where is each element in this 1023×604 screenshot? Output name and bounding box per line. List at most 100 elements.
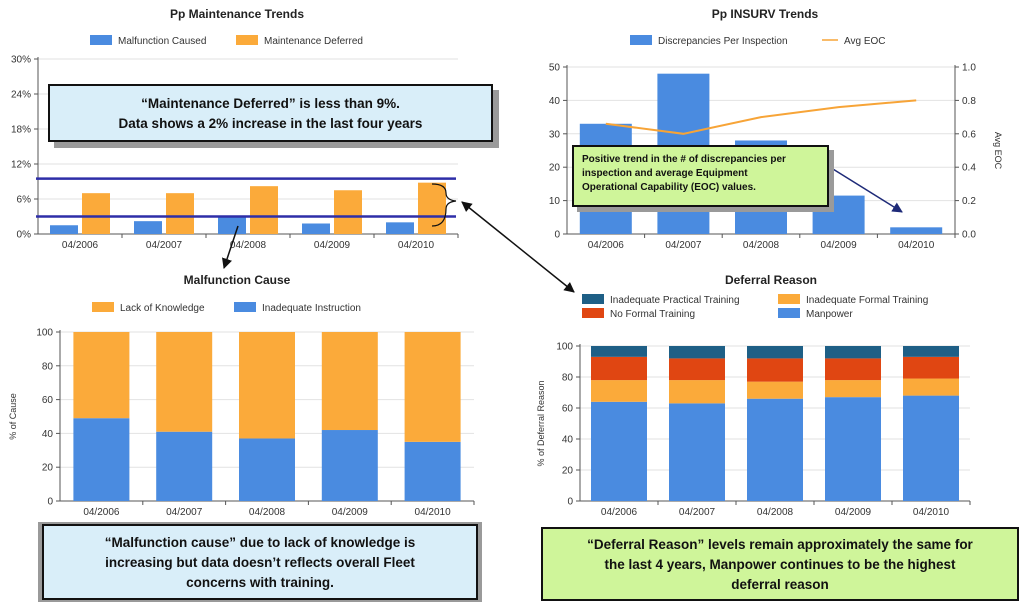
x-tick-label: 04/2010 xyxy=(415,507,452,518)
x-tick-label: 04/2010 xyxy=(913,507,950,518)
x-tick-label: 04/2006 xyxy=(601,507,638,518)
x-tick-label: 04/2007 xyxy=(679,507,716,518)
bar-segment-inadequate-formal-training xyxy=(669,380,725,404)
y-tick-label: 30 xyxy=(549,129,561,140)
bar-malfunction-caused xyxy=(302,223,330,234)
legend-swatch xyxy=(630,35,652,45)
bar-segment-inadequate-practical-training xyxy=(591,346,647,357)
y-tick-label: 30% xyxy=(11,55,31,66)
callout-insurv: Positive trend in the # of discrepancies… xyxy=(572,145,829,207)
bar-segment-no-formal-training xyxy=(669,358,725,381)
y2-axis-label: Avg EOC xyxy=(993,132,1003,170)
y-tick-label: 18% xyxy=(11,125,31,136)
bar-malfunction-caused xyxy=(386,222,414,234)
chart-malfunction: Malfunction Cause 0 20 40 60 80 100 04/2006 04/2… xyxy=(8,273,475,518)
legend-swatch xyxy=(778,308,800,318)
legend-label: Malfunction Caused xyxy=(118,36,206,47)
bar-segment-inadequate-practical-training xyxy=(747,346,803,359)
bar-malfunction-caused xyxy=(50,225,78,234)
y-tick-label: 60 xyxy=(562,404,574,415)
x-tick-label: 04/2008 xyxy=(249,507,286,518)
bar-segment-lack-of-knowledge xyxy=(404,332,461,442)
bar-segment-manpower xyxy=(591,401,647,501)
callout-insurv-line-1: Positive trend in the # of discrepancies… xyxy=(582,154,786,165)
y-tick-label: 40 xyxy=(549,96,561,107)
legend-swatch xyxy=(582,308,604,318)
bar-segment-lack-of-knowledge xyxy=(239,332,295,439)
callout-maintenance: “Maintenance Deferred” is less than 9%. … xyxy=(48,84,493,142)
y-tick-label: 24% xyxy=(11,90,31,101)
legend-label: Manpower xyxy=(806,309,853,320)
charts-layer: Pp Maintenance Trends 0% 6% 12% 18% 24% 30% 04/… xyxy=(8,7,1003,518)
bar-segment-no-formal-training xyxy=(825,358,881,381)
y2-tick-label: 0.2 xyxy=(962,196,976,207)
x-tick-label: 04/2009 xyxy=(835,507,872,518)
y-tick-label: 0 xyxy=(567,497,573,508)
bar-segment-inadequate-instruction xyxy=(321,430,378,501)
callout-maintenance-line-2: Data shows a 2% increase in the last fou… xyxy=(118,116,423,131)
x-tick-label: 04/2010 xyxy=(398,240,435,251)
callout-deferral-line-2: the last 4 years, Manpower continues to … xyxy=(604,557,956,572)
y-tick-label: 40 xyxy=(562,435,574,446)
y-tick-label: 20 xyxy=(562,466,574,477)
bar-segment-no-formal-training xyxy=(747,358,803,382)
legend-swatch xyxy=(234,302,256,312)
chart-title: Malfunction Cause xyxy=(184,273,291,287)
y2-tick-label: 0.0 xyxy=(962,230,976,241)
legend-swatch xyxy=(236,35,258,45)
connector-arrow-to-malfunction xyxy=(222,225,239,269)
legend-swatch xyxy=(90,35,112,45)
callout-insurv-line-2: inspection and average Equipment xyxy=(582,168,748,179)
x-tick-label: 04/2009 xyxy=(332,507,369,518)
bar-segment-lack-of-knowledge xyxy=(73,332,130,419)
bar-segment-inadequate-instruction xyxy=(156,431,213,501)
callout-malfunction-line-1: “Malfunction cause” due to lack of knowl… xyxy=(104,535,416,550)
callout-malfunction: “Malfunction cause” due to lack of knowl… xyxy=(42,524,478,600)
bar-segment-lack-of-knowledge xyxy=(156,332,213,432)
x-tick-label: 04/2010 xyxy=(898,240,935,251)
callout-deferral-line-1: “Deferral Reason” levels remain approxim… xyxy=(587,537,973,552)
y-tick-label: 20 xyxy=(42,463,54,474)
legend-label: Inadequate Instruction xyxy=(262,303,361,314)
bar-segment-no-formal-training xyxy=(903,356,959,379)
callout-malfunction-line-2: increasing but data doesn’t reflects ove… xyxy=(105,555,415,570)
legend-swatch xyxy=(582,294,604,304)
y-tick-label: 0% xyxy=(17,230,32,241)
bar-maintenance-deferred xyxy=(166,193,194,234)
y-tick-label: 10 xyxy=(549,196,561,207)
x-tick-label: 04/2007 xyxy=(146,240,183,251)
y2-tick-label: 0.8 xyxy=(962,96,976,107)
chart-insurv: Pp INSURV Trends 0 10 20 30 40 50 04/2006 04/200… xyxy=(549,7,1003,251)
y2-tick-label: 0.6 xyxy=(962,129,976,140)
callout-deferral-line-3: deferral reason xyxy=(731,577,829,592)
legend-swatch xyxy=(92,302,114,312)
callout-insurv-line-3: Operational Capability (EOC) values. xyxy=(582,182,756,193)
bar-segment-inadequate-formal-training xyxy=(747,381,803,399)
bar-discrepancies xyxy=(890,227,943,234)
legend-label: Lack of Knowledge xyxy=(120,303,205,314)
bar-segment-inadequate-formal-training xyxy=(591,380,647,402)
x-tick-label: 04/2008 xyxy=(743,240,780,251)
bar-segment-inadequate-formal-training xyxy=(903,378,959,396)
bar-segment-inadequate-practical-training xyxy=(825,346,881,359)
y-tick-label: 0 xyxy=(554,230,560,241)
y-tick-label: 100 xyxy=(556,342,573,353)
bar-segment-manpower xyxy=(747,398,803,501)
x-tick-label: 04/2006 xyxy=(83,507,120,518)
bar-malfunction-caused xyxy=(218,216,246,234)
x-tick-label: 04/2008 xyxy=(230,240,267,251)
bar-maintenance-deferred xyxy=(250,186,278,234)
y-tick-label: 20 xyxy=(549,163,561,174)
chart-title: Deferral Reason xyxy=(725,273,817,287)
chart-title: Pp INSURV Trends xyxy=(712,7,819,21)
y2-tick-label: 0.4 xyxy=(962,163,976,174)
legend-label: Inadequate Formal Training xyxy=(806,295,928,306)
chart-title: Pp Maintenance Trends xyxy=(170,7,304,21)
y-tick-label: 0 xyxy=(47,497,53,508)
line-avg-eoc xyxy=(605,99,917,135)
legend-label: Discrepancies Per Inspection xyxy=(658,36,788,47)
legend-label: No Formal Training xyxy=(610,309,695,320)
legend-label: Avg EOC xyxy=(844,36,886,47)
bar-segment-manpower xyxy=(903,395,959,501)
y-tick-label: 80 xyxy=(562,373,574,384)
